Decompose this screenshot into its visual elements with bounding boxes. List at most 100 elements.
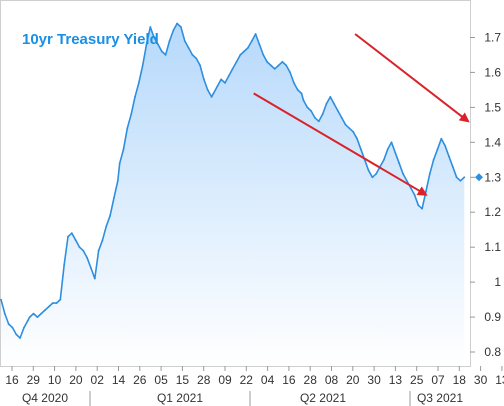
x-tick-label: 07 [431,373,445,387]
data-point [296,89,299,91]
y-tick-label: 1.7 [484,31,501,45]
data-point [212,92,215,95]
data-point [325,103,328,105]
x-axis: 16 29 10 20 02 14 26 05 15 28 09 22 04 16 28 08 20 30 13 25… [5,366,504,387]
data-point [0,298,2,301]
x-tick-label: 13 [389,373,403,387]
data-point [113,197,115,200]
data-point [463,176,466,179]
data-point [26,319,29,322]
data-point [337,110,339,112]
data-point [195,57,198,60]
data-point [409,186,412,189]
data-point [277,64,280,67]
x-tick-label: 13 [495,373,504,387]
data-point [101,239,104,242]
yield-line [0,22,465,339]
data-points [0,22,466,339]
x-tick-label: 02 [91,373,105,387]
data-point [122,148,125,151]
data-point [421,207,423,210]
data-point [19,337,21,339]
y-tick-label: 1 [494,275,501,289]
data-point [310,110,312,112]
data-point [183,40,186,42]
data-point [428,172,431,175]
data-point [172,29,175,32]
data-point [23,326,25,329]
data-point [153,36,156,39]
x-tick-label: 29 [27,373,41,387]
x-tick-label: 15 [176,373,190,387]
x-tick-label: 28 [197,373,211,387]
data-point [55,302,58,304]
data-point [235,61,238,63]
data-point [149,26,152,28]
data-point [394,151,397,154]
x-tick-label: 16 [282,373,296,387]
data-point [59,298,62,301]
data-point [417,204,420,207]
x-tick-label: 08 [325,373,339,387]
data-point [86,256,88,259]
lower-trend-arrow [253,92,428,196]
x-tick-label: 22 [240,373,254,387]
data-point [258,43,261,46]
trend-arrows [253,33,470,196]
data-point [141,64,144,67]
data-point [15,333,18,336]
data-point [137,82,140,84]
data-point [180,26,182,28]
data-point [3,312,6,315]
x-tick-label: 04 [261,373,275,387]
data-point [344,123,347,126]
area-fill [1,23,465,366]
x-tick-label: 28 [304,373,318,387]
data-point [367,169,370,172]
data-point [398,162,401,165]
x-tick-label: 10 [48,373,62,387]
data-point [220,78,223,81]
data-point [227,75,230,77]
data-point [231,68,234,70]
data-point [44,309,46,311]
x-tick-label: 16 [5,373,19,387]
data-point [32,312,35,315]
data-point [247,47,249,49]
data-point [436,148,439,151]
data-point [63,263,66,266]
data-point [216,85,219,88]
data-point [164,54,167,56]
data-point [126,127,129,130]
data-point [448,155,450,158]
x-tick-label: 30 [474,373,488,387]
data-point [11,326,14,329]
y-tick-label: 1.6 [484,65,501,79]
data-point [82,249,85,252]
data-point [352,130,355,133]
data-point [187,47,190,49]
data-point [254,33,257,35]
data-point [130,113,133,116]
data-point [116,179,119,182]
data-point [356,137,358,140]
data-point [28,316,31,318]
x-tick-label: 25 [410,373,424,387]
data-point [432,158,435,161]
chart-title: 10yr Treasury Yield [22,31,159,48]
plot-frame [0,0,471,367]
data-point [360,148,362,151]
data-point [176,22,179,25]
data-point [306,106,309,109]
data-point [90,267,92,269]
data-point [206,89,209,91]
data-point [270,64,272,67]
data-point [329,96,332,98]
data-point [340,116,343,119]
data-point [262,54,265,56]
data-point [67,235,69,238]
data-point [160,50,163,53]
quarter-label: Q4 2020 [22,391,68,405]
data-point [440,137,443,140]
